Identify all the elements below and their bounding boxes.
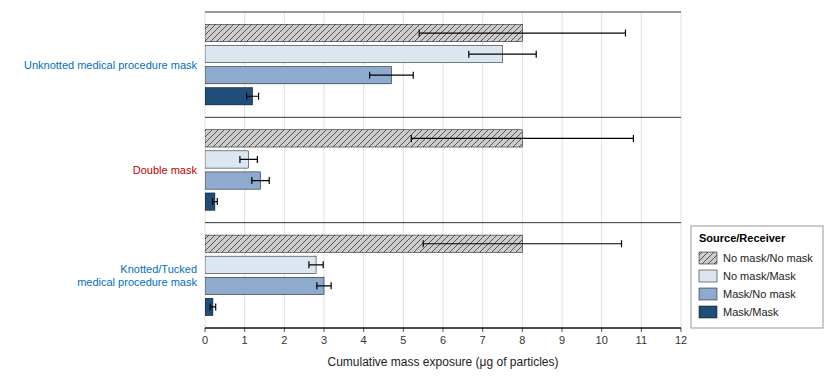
error-bar xyxy=(411,135,633,142)
legend-label: No mask/No mask xyxy=(723,252,813,264)
tick-label: 6 xyxy=(440,334,446,346)
category-label-line: Knotted/Tucked xyxy=(120,263,197,275)
tick-mark xyxy=(522,328,523,332)
bars xyxy=(205,24,633,315)
tick-mark xyxy=(641,328,642,332)
legend-label: Mask/Mask xyxy=(723,306,779,318)
bar xyxy=(205,45,503,62)
error-bar xyxy=(213,198,218,205)
legend-swatch xyxy=(699,306,717,318)
category-label-line: Unknotted medical procedure mask xyxy=(24,59,198,71)
error-bar xyxy=(370,72,414,79)
group-separator xyxy=(205,12,681,13)
category-label-line: medical procedure mask xyxy=(77,276,197,288)
category-label: Knotted/Tuckedmedical procedure mask xyxy=(77,263,197,288)
tick-mark xyxy=(244,328,245,332)
group-separator xyxy=(205,222,681,223)
legend-box xyxy=(691,226,823,328)
tick-label: 8 xyxy=(519,334,525,346)
tick-mark xyxy=(284,328,285,332)
tick-label: 10 xyxy=(596,334,608,346)
error-bar xyxy=(469,51,536,58)
tick-mark xyxy=(403,328,404,332)
error-bar xyxy=(210,303,216,310)
tick-mark xyxy=(363,328,364,332)
error-bar xyxy=(419,30,625,37)
tick-mark xyxy=(324,328,325,332)
error-bar xyxy=(309,261,323,268)
legend-title: Source/Receiver xyxy=(699,232,786,244)
error-bar xyxy=(252,177,269,184)
category-label-line: Double mask xyxy=(133,164,198,176)
grid-line xyxy=(522,12,523,328)
category-label: Double mask xyxy=(133,164,198,176)
tick-label: 3 xyxy=(321,334,327,346)
tick-label: 12 xyxy=(675,334,687,346)
legend-swatch xyxy=(699,252,717,264)
x-axis-line xyxy=(205,328,681,329)
chart: 0123456789101112Cumulative mass exposure… xyxy=(0,0,826,376)
tick-label: 0 xyxy=(202,334,208,346)
legend-swatch xyxy=(699,288,717,300)
tick-mark xyxy=(562,328,563,332)
tick-mark xyxy=(681,328,682,332)
tick-label: 5 xyxy=(400,334,406,346)
error-bar xyxy=(317,282,331,289)
tick-mark xyxy=(443,328,444,332)
tick-mark xyxy=(482,328,483,332)
bar xyxy=(205,67,391,84)
tick-label: 1 xyxy=(242,334,248,346)
bar xyxy=(205,277,324,294)
tick-label: 9 xyxy=(559,334,565,346)
grid-line xyxy=(681,12,682,328)
tick-label: 11 xyxy=(636,334,647,346)
tick-label: 2 xyxy=(281,334,287,346)
x-axis-label: Cumulative mass exposure (μg of particle… xyxy=(328,355,559,369)
error-bar xyxy=(240,156,257,163)
group-separator xyxy=(205,117,681,118)
legend: Source/Receiver No mask/No mask No mask/Ma… xyxy=(691,226,823,328)
bar xyxy=(205,88,253,105)
group-separator xyxy=(205,328,681,329)
tick-label: 7 xyxy=(480,334,486,346)
grid-line xyxy=(562,12,563,328)
error-bar xyxy=(423,240,621,247)
grid-line xyxy=(641,12,642,328)
tick-mark xyxy=(205,328,206,332)
legend-label: No mask/Mask xyxy=(723,270,796,282)
tick-label: 4 xyxy=(361,334,367,346)
legend-swatch xyxy=(699,270,717,282)
category-label: Unknotted medical procedure mask xyxy=(24,59,198,71)
tick-mark xyxy=(601,328,602,332)
legend-label: Mask/No mask xyxy=(723,288,796,300)
bar xyxy=(205,256,316,273)
error-bar xyxy=(247,93,259,100)
grid-line xyxy=(601,12,602,328)
